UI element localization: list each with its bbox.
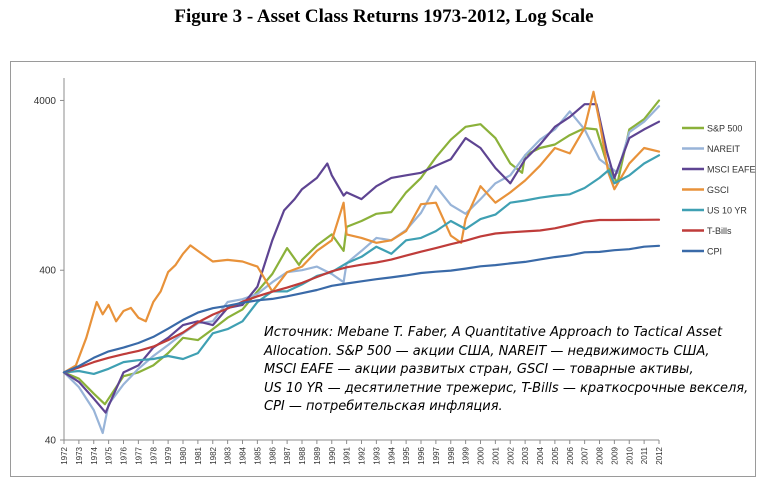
x-tick-label: 1994 bbox=[387, 446, 396, 464]
source-note-line-3: MSCI EAFE — акции развитых стран, GSCI —… bbox=[264, 362, 694, 377]
x-tick-label: 1975 bbox=[105, 446, 114, 464]
x-tick-label: 1973 bbox=[75, 446, 84, 464]
x-tick-label: 2004 bbox=[536, 446, 545, 464]
x-tick-label: 1978 bbox=[149, 446, 158, 464]
x-tick-label: 1986 bbox=[268, 446, 277, 464]
x-tick-label: 2005 bbox=[551, 446, 560, 464]
x-tick-label: 2010 bbox=[625, 446, 634, 464]
legend-label-gsci: GSCI bbox=[707, 185, 729, 195]
x-tick-label: 1983 bbox=[224, 446, 233, 464]
x-axis-labels: 1972 1973 1974 1975 1976 1977 1978 1979 1980 1981… bbox=[60, 440, 664, 465]
y-tick-label: 4000 bbox=[34, 96, 57, 107]
x-tick-label: 1993 bbox=[372, 446, 381, 464]
x-tick-label: 1989 bbox=[313, 446, 322, 464]
x-tick-label: 1976 bbox=[120, 446, 129, 464]
x-tick-label: 1981 bbox=[194, 446, 203, 464]
series-line-us-10-yr bbox=[62, 154, 661, 375]
x-tick-label: 2009 bbox=[610, 446, 619, 464]
x-tick-label: 2012 bbox=[655, 446, 664, 464]
source-note-line-5: CPI — потребительская инфляция. bbox=[264, 399, 503, 414]
x-tick-label: 1992 bbox=[358, 446, 367, 464]
y-tick-label: 40 bbox=[45, 436, 57, 447]
y-tick-label: 400 bbox=[39, 266, 56, 277]
x-tick-label: 1982 bbox=[209, 446, 218, 464]
series-line-cpi bbox=[62, 244, 661, 374]
legend-label-msci-eafe: MSCI EAFE bbox=[707, 165, 756, 175]
source-note-line-1: Источник: Mebane T. Faber, A Quantitativ… bbox=[264, 325, 723, 340]
x-tick-label: 2008 bbox=[596, 446, 605, 464]
x-tick-label: 1984 bbox=[239, 446, 248, 464]
x-tick-label: 1979 bbox=[164, 446, 173, 464]
chart-frame bbox=[10, 61, 756, 477]
series-lines bbox=[62, 90, 661, 435]
legend: S&P 500 NAREIT MSCI EAFE GSCI US 10 YR T-Bill… bbox=[682, 124, 756, 257]
y-axis-labels: 40 400 4000 bbox=[34, 96, 64, 447]
x-tick-label: 2000 bbox=[477, 446, 486, 464]
x-tick-label: 1996 bbox=[417, 446, 426, 464]
x-tick-label: 2011 bbox=[640, 446, 649, 464]
x-tick-label: 1988 bbox=[298, 446, 307, 464]
legend-label-nareit: NAREIT bbox=[707, 144, 741, 154]
x-tick-label: 1980 bbox=[179, 446, 188, 464]
x-tick-label: 2006 bbox=[566, 446, 575, 464]
x-tick-label: 2001 bbox=[491, 446, 500, 464]
x-tick-label: 2002 bbox=[506, 446, 515, 464]
x-tick-label: 1974 bbox=[90, 446, 99, 464]
series-line-gsci bbox=[62, 90, 661, 374]
x-tick-label: 1991 bbox=[343, 446, 352, 464]
source-note-line-2: Allocation. S&P 500 — акции США, NAREIT … bbox=[264, 343, 710, 359]
x-tick-label: 1990 bbox=[328, 446, 337, 464]
legend-label-us-10-yr: US 10 YR bbox=[707, 206, 747, 216]
source-note-line-4: US 10 YR — десятилетние трежерис, T-Bill… bbox=[264, 380, 749, 396]
chart-title: Figure 3 - Asset Class Returns 1973-2012… bbox=[174, 6, 594, 27]
x-tick-label: 1972 bbox=[60, 446, 69, 464]
legend-label-cpi: CPI bbox=[707, 247, 722, 257]
x-tick-label: 1995 bbox=[402, 446, 411, 464]
x-tick-label: 1999 bbox=[462, 446, 471, 464]
x-tick-label: 2003 bbox=[521, 446, 530, 464]
x-tick-label: 1987 bbox=[283, 446, 292, 464]
series-line-t-bills bbox=[62, 218, 661, 374]
x-tick-label: 1997 bbox=[432, 446, 441, 464]
legend-label-s-p-500: S&P 500 bbox=[707, 124, 742, 134]
x-tick-label: 1977 bbox=[134, 446, 143, 464]
series-line-msci-eafe bbox=[62, 103, 661, 414]
legend-label-t-bills: T-Bills bbox=[707, 226, 732, 236]
series-line-s-p-500 bbox=[62, 99, 661, 406]
x-tick-label: 2007 bbox=[581, 446, 590, 464]
x-tick-label: 1985 bbox=[253, 446, 262, 464]
source-note: Источник: Mebane T. Faber, A Quantitativ… bbox=[264, 324, 749, 417]
x-tick-label: 1998 bbox=[447, 446, 456, 464]
